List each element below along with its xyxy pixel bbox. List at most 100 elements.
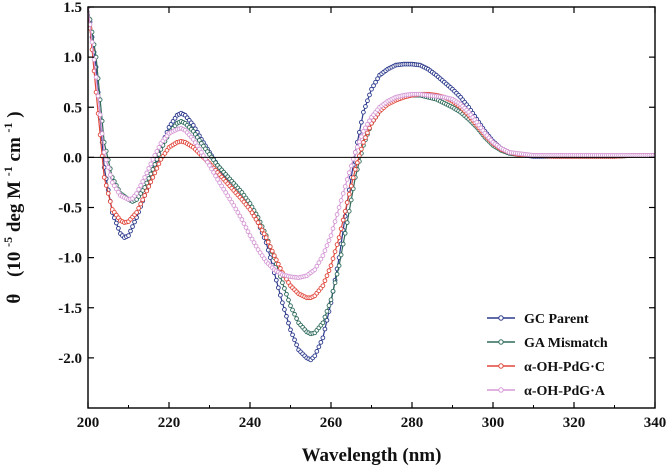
data-point: [373, 79, 378, 85]
data-point: [105, 191, 111, 196]
data-point: [142, 175, 148, 180]
data-point: [365, 98, 370, 104]
data-point: [105, 165, 111, 170]
data-point: [152, 153, 158, 158]
data-point: [282, 286, 287, 291]
data-point: [340, 217, 346, 223]
data-point: [249, 210, 255, 216]
data-point: [354, 144, 360, 150]
data-point: [144, 180, 150, 186]
data-point: [265, 239, 271, 245]
data-point: [284, 291, 289, 297]
data-point: [286, 320, 291, 326]
data-point: [192, 140, 198, 145]
data-point: [334, 271, 340, 277]
legend-marker: [498, 363, 504, 369]
data-point: [318, 339, 324, 345]
data-point: [150, 157, 156, 162]
data-point: [247, 201, 253, 206]
y-tick-label: -1.5: [58, 301, 82, 317]
data-point: [113, 186, 119, 192]
data-point: [229, 199, 235, 205]
data-point: [344, 177, 350, 182]
data-point: [290, 307, 295, 313]
data-point: [280, 280, 285, 286]
data-point: [292, 337, 297, 343]
data-point: [134, 210, 139, 215]
data-point: [207, 163, 212, 168]
data-point: [328, 297, 334, 303]
data-point: [197, 146, 202, 152]
data-point: [140, 197, 146, 203]
data-point: [294, 342, 299, 348]
data-point: [354, 160, 360, 165]
data-point: [89, 39, 95, 45]
data-point: [348, 183, 354, 189]
legend-label: GC Parent: [524, 312, 589, 327]
data-point: [288, 303, 293, 309]
y-axis-deg: deg M: [4, 181, 25, 232]
data-point: [97, 112, 103, 118]
data-point: [322, 326, 328, 332]
data-point: [267, 255, 273, 260]
legend-label: α-OH-PdG·A: [524, 384, 606, 399]
data-point: [324, 243, 330, 248]
data-point: [211, 170, 216, 175]
data-point: [225, 193, 231, 199]
y-axis-title: θ (10 -5 deg M -1 cm -1 ): [0, 111, 25, 303]
data-point: [156, 161, 162, 167]
data-point: [251, 240, 257, 245]
data-point: [338, 198, 344, 203]
data-point: [223, 190, 229, 195]
data-point: [273, 257, 279, 263]
data-point: [261, 231, 267, 237]
y-axis-exp3: -1: [1, 122, 15, 132]
data-point: [221, 186, 227, 192]
data-point: [257, 223, 263, 229]
x-tick-label: 220: [158, 415, 181, 431]
data-point: [132, 219, 137, 225]
data-point: [103, 183, 109, 188]
data-point: [116, 225, 121, 231]
data-point: [142, 193, 148, 198]
series-line: [88, 7, 655, 335]
data-point: [346, 191, 352, 197]
y-tick-label: 1.5: [63, 0, 82, 16]
data-point: [361, 128, 366, 134]
data-point: [326, 303, 332, 308]
data-point: [365, 130, 370, 136]
y-tick-label: 0.5: [63, 100, 82, 116]
data-point: [334, 242, 340, 247]
data-point: [369, 86, 374, 92]
data-point: [294, 316, 299, 321]
data-point: [320, 320, 326, 326]
data-point: [336, 205, 342, 210]
data-point: [107, 172, 113, 178]
data-point: [199, 150, 204, 155]
data-point: [259, 227, 265, 233]
x-tick-label: 260: [320, 415, 343, 431]
data-point: [205, 159, 210, 165]
data-point: [251, 213, 257, 219]
data-point: [213, 173, 218, 179]
data-point: [363, 135, 368, 140]
data-point: [235, 210, 241, 215]
data-point: [318, 256, 324, 262]
data-point: [342, 208, 348, 214]
data-point: [113, 220, 119, 226]
data-point: [367, 118, 372, 124]
data-point: [280, 300, 285, 306]
data-point: [292, 311, 297, 317]
data-point: [357, 139, 362, 145]
data-point: [359, 146, 364, 152]
y-tick-label: -0.5: [58, 201, 82, 217]
x-axis-ticks: 200 220 240 260 280 300 320 340: [77, 7, 666, 431]
data-point: [146, 166, 152, 171]
data-point: [367, 125, 372, 131]
data-point: [152, 170, 158, 176]
data-point: [314, 263, 320, 269]
data-point: [326, 268, 332, 274]
data-point: [253, 216, 259, 222]
legend-marker: [498, 315, 504, 321]
